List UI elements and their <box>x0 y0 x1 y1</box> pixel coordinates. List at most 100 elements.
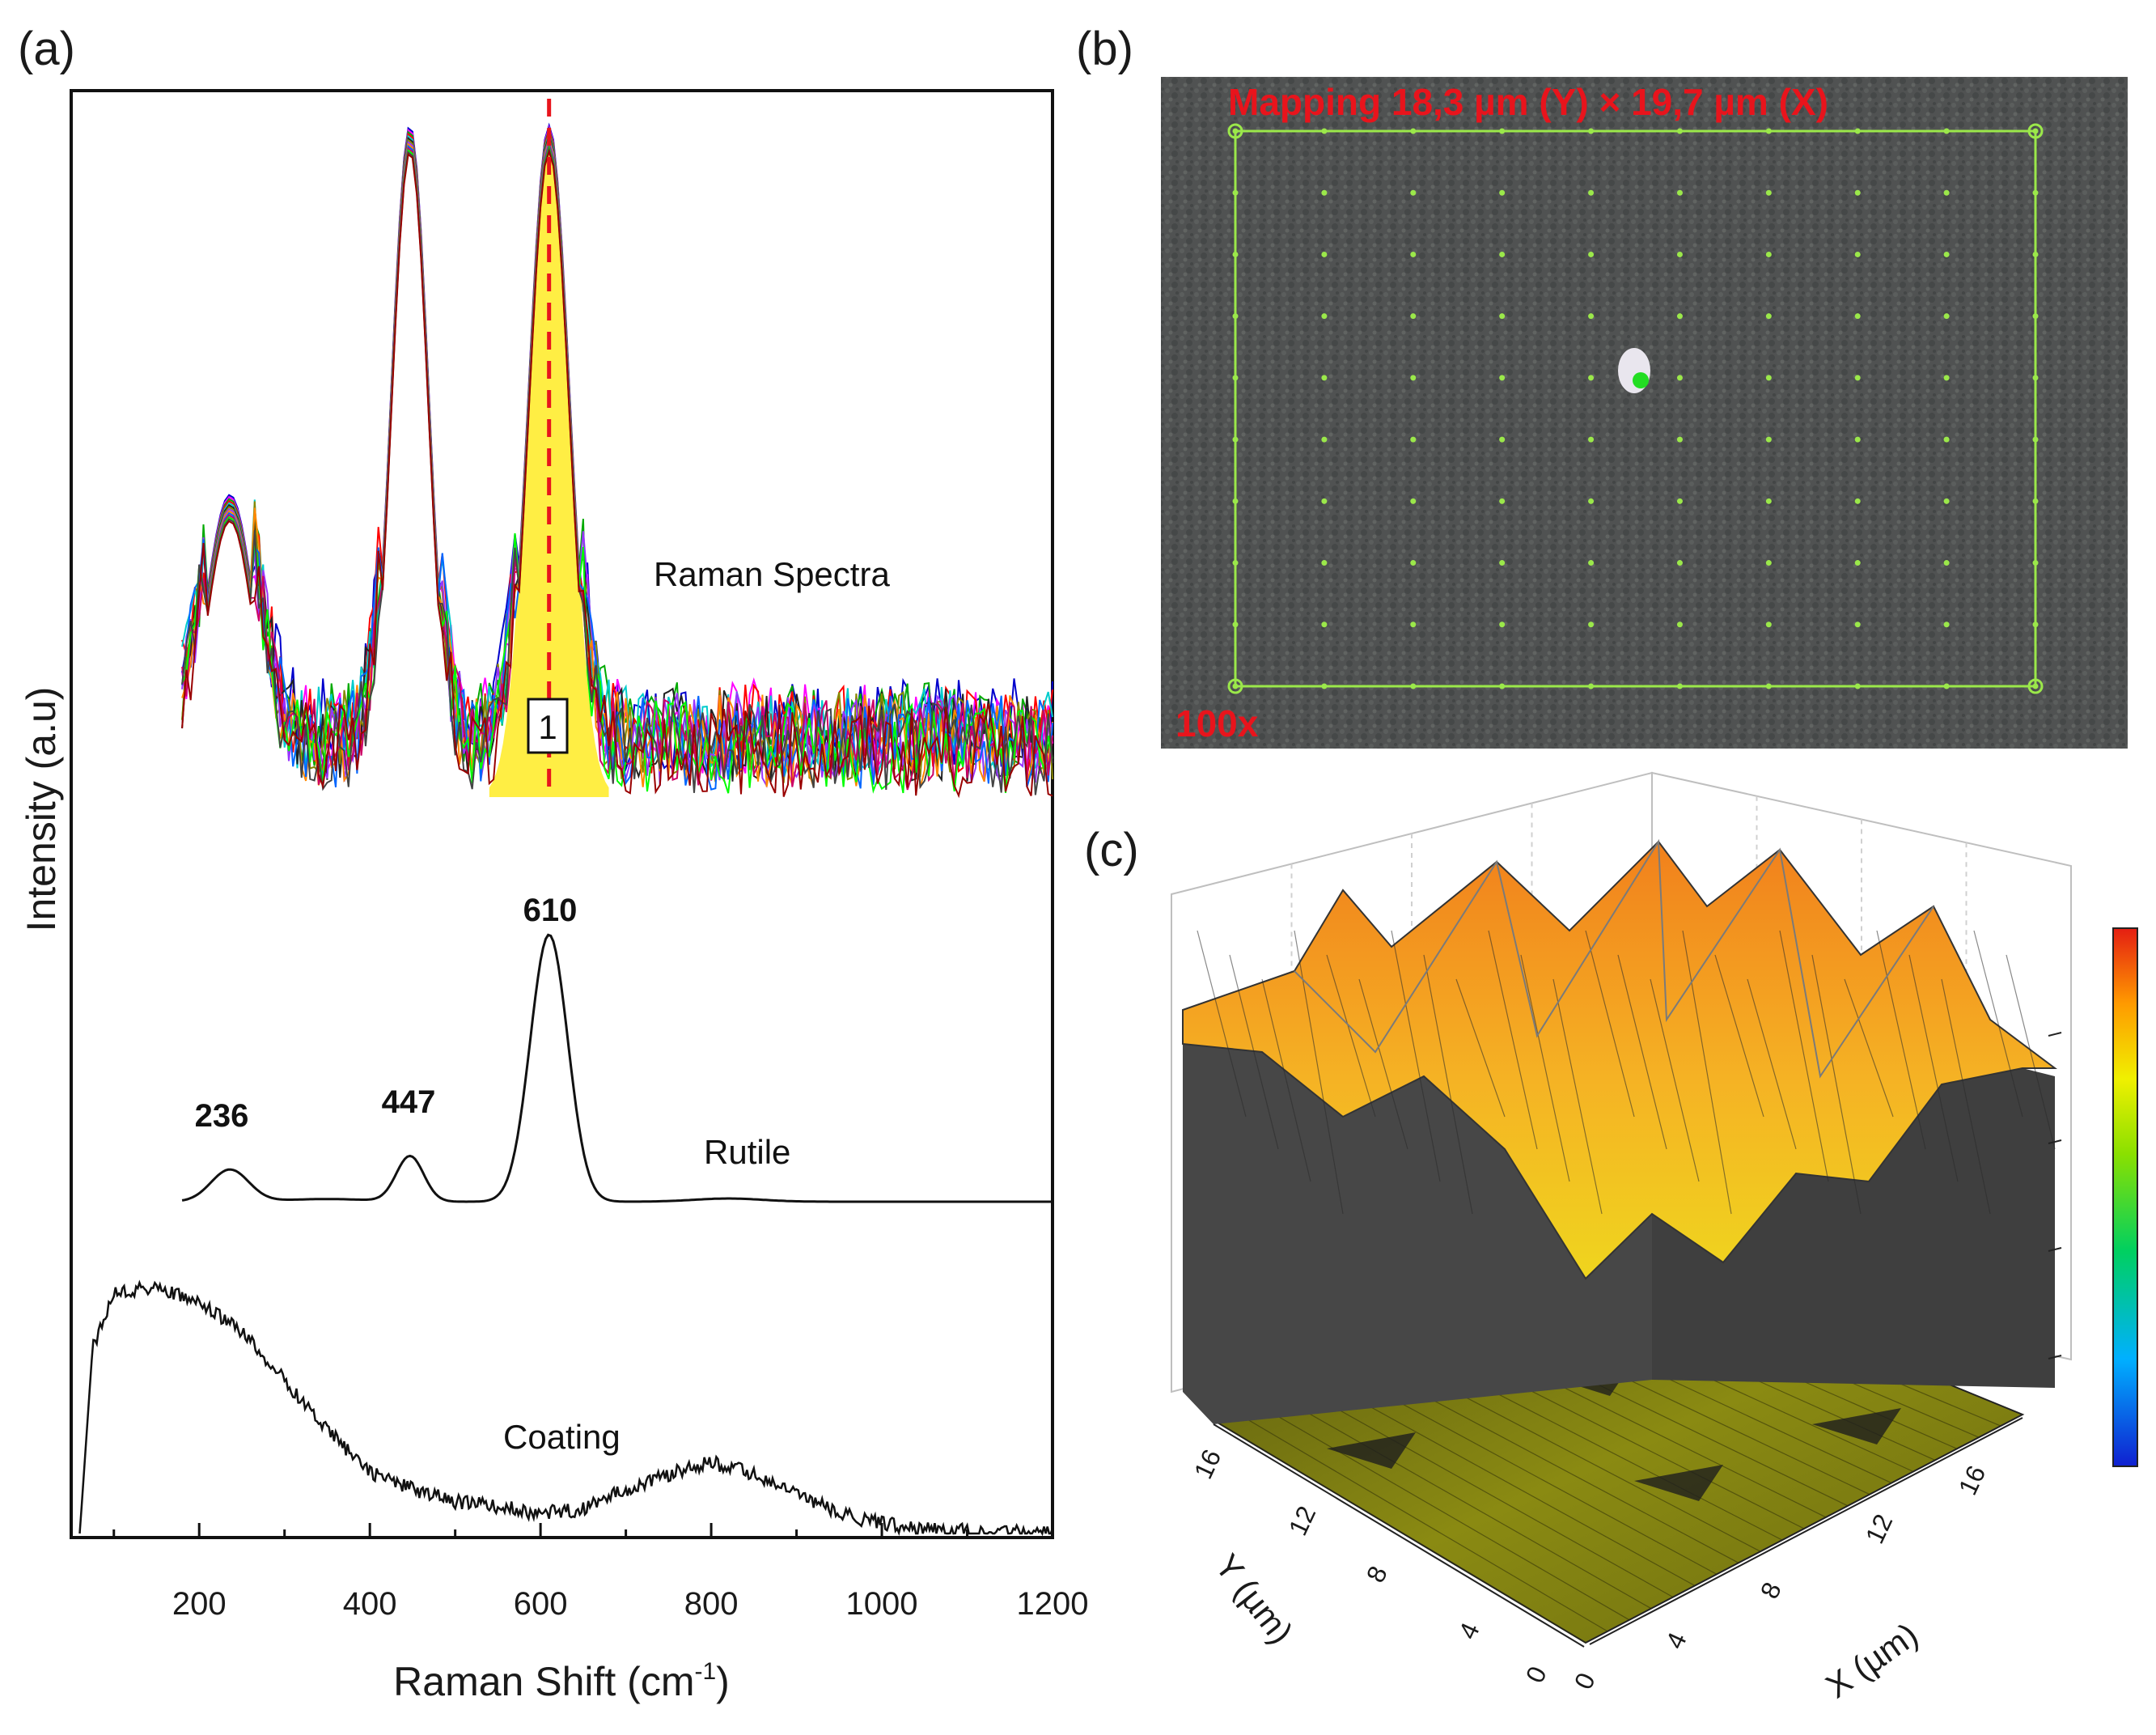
mapping-point <box>1232 128 1239 134</box>
mapping-point <box>2032 498 2039 504</box>
plot-frame <box>70 89 1054 1539</box>
mapping-point <box>1676 621 1683 628</box>
surface-contour <box>1229 954 1279 1150</box>
mapping-point <box>2032 683 2039 689</box>
mapping-point <box>1854 189 1861 196</box>
surface-contour <box>1552 978 1603 1215</box>
mapping-point <box>1588 251 1595 257</box>
corner-marker <box>2027 123 2044 139</box>
mapping-point <box>2032 436 2039 443</box>
mapping-point <box>1232 498 1239 504</box>
mapping-point <box>1499 313 1506 320</box>
mapping-point <box>1410 313 1417 320</box>
mapping-point <box>1410 375 1417 381</box>
mapping-point <box>1232 189 1239 196</box>
x-tick-label: 1000 <box>846 1586 918 1622</box>
floor-contour <box>1256 1403 1630 1621</box>
mapping-point <box>1765 683 1772 689</box>
peak-label-610: 610 <box>523 893 578 928</box>
peak-marker-box: 1 <box>527 698 569 754</box>
surface-contours <box>1197 930 2056 1215</box>
surface-top <box>1182 840 2057 1280</box>
mapping-point <box>1943 251 1950 257</box>
series-label-coating: Coating <box>503 1418 621 1456</box>
mapping-point <box>1943 313 1950 320</box>
surface-contour <box>2006 954 2056 1150</box>
mapping-point <box>1499 189 1506 196</box>
mapping-point <box>1410 560 1417 566</box>
mapping-point <box>1499 498 1506 504</box>
mapping-point <box>1499 560 1506 566</box>
peak-label-447: 447 <box>382 1084 436 1120</box>
mapping-point <box>1854 436 1861 443</box>
y-axis-3d-title: Y (µm) <box>1208 1547 1301 1651</box>
mapping-point <box>1232 560 1239 566</box>
mapping-point <box>1321 683 1328 689</box>
surface-contour <box>1520 954 1570 1182</box>
x-axis-title: Raman Shift (cm-1) <box>393 1658 730 1704</box>
surface-contour <box>1811 954 1862 1215</box>
mapping-point <box>1765 498 1772 504</box>
x-tick-label: 600 <box>514 1586 568 1622</box>
mapping-point <box>1499 375 1506 381</box>
mapping-point <box>2032 621 2039 628</box>
x-tick-label: 16 <box>1953 1461 1992 1499</box>
surface-contour <box>1455 978 1506 1118</box>
mapping-point <box>1676 683 1683 689</box>
mapping-point <box>1499 621 1506 628</box>
floor-contour <box>1323 1380 1696 1587</box>
surface-contour <box>1585 930 1635 1118</box>
mapping-point <box>1676 313 1683 320</box>
svg-text:1: 1 <box>538 708 557 746</box>
mapping-point <box>1676 128 1683 134</box>
mapping-point <box>1321 621 1328 628</box>
y-tick-label: 12 <box>1283 1501 1322 1539</box>
mapping-point <box>1943 375 1950 381</box>
surface-contour <box>1876 930 1926 1150</box>
mapping-point <box>1321 498 1328 504</box>
mapping-point <box>1321 436 1328 443</box>
surface-contour <box>1326 954 1376 1118</box>
raman-spectrum-trace <box>181 148 1053 799</box>
surface-contour <box>1197 930 1247 1118</box>
surface-contour <box>1908 954 1959 1182</box>
mapping-point <box>1943 683 1950 689</box>
surface-contour <box>1747 978 1797 1150</box>
x-tick-label: 1200 <box>1017 1586 1089 1622</box>
surface-contour <box>1391 930 1441 1182</box>
y-axis-title: Intensity (a.u) <box>19 687 64 932</box>
mapping-point <box>1321 189 1328 196</box>
surface-contour <box>1261 978 1311 1182</box>
mapping-point <box>1854 128 1861 134</box>
colorbar-ticks <box>2048 1032 2062 1360</box>
x-tick-label: 200 <box>172 1586 227 1622</box>
mapping-point <box>1854 560 1861 566</box>
mapping-point <box>1943 189 1950 196</box>
mapping-point <box>1854 375 1861 381</box>
mapping-point <box>2032 251 2039 257</box>
raman-spectrum-trace <box>181 142 1053 791</box>
mapping-point <box>1410 621 1417 628</box>
surface-contour <box>1941 978 1991 1215</box>
mapping-point <box>1588 436 1595 443</box>
floor-shadow <box>1812 1408 1901 1444</box>
mapping-point <box>1499 683 1506 689</box>
mapping-point <box>1588 621 1595 628</box>
mapping-point <box>1499 128 1506 134</box>
mapping-point <box>1232 621 1239 628</box>
mapping-point <box>1499 251 1506 257</box>
x-tick-label: 0 <box>1569 1669 1601 1694</box>
x-tick-label: 400 <box>343 1586 397 1622</box>
mapping-point <box>1321 251 1328 257</box>
mapping-point <box>1765 313 1772 320</box>
mapping-point <box>1321 375 1328 381</box>
micrograph-image <box>1161 77 2128 749</box>
raman-spectrum-trace <box>181 124 1053 777</box>
mapping-point <box>1410 128 1417 134</box>
mapping-point <box>1943 498 1950 504</box>
raman-spectrum-trace <box>181 146 1053 795</box>
mapping-point <box>1765 128 1772 134</box>
mapping-point <box>1588 313 1595 320</box>
x-axis-ticks: 200 400 600 800 1000 1200 <box>112 1523 1089 1622</box>
